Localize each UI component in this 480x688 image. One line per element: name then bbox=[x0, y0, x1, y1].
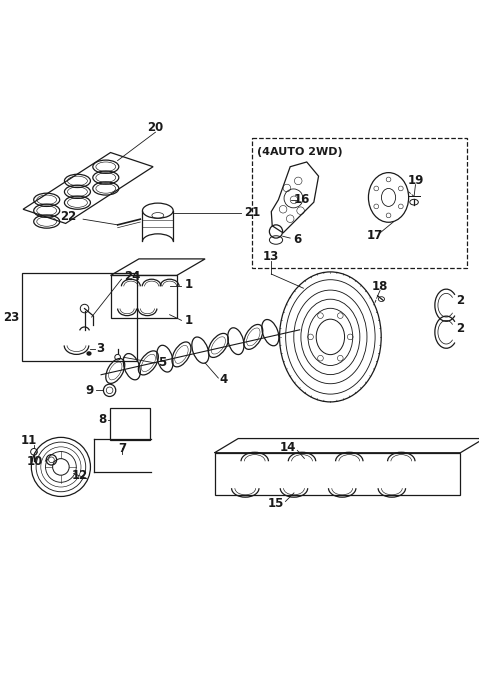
Text: 20: 20 bbox=[147, 121, 164, 134]
Text: 7: 7 bbox=[118, 442, 126, 455]
Text: (4AUTO 2WD): (4AUTO 2WD) bbox=[257, 147, 343, 157]
Text: 13: 13 bbox=[263, 250, 279, 263]
Text: 12: 12 bbox=[72, 469, 88, 482]
Text: 5: 5 bbox=[158, 356, 167, 369]
Text: 4: 4 bbox=[220, 373, 228, 386]
Text: 16: 16 bbox=[294, 193, 310, 206]
Text: 24: 24 bbox=[124, 270, 140, 283]
Text: 2: 2 bbox=[456, 294, 465, 307]
Text: 14: 14 bbox=[280, 440, 296, 453]
Text: 1: 1 bbox=[184, 314, 192, 327]
Text: 18: 18 bbox=[372, 280, 388, 293]
Bar bbox=[252, 138, 468, 268]
Text: 11: 11 bbox=[21, 434, 37, 447]
Text: 17: 17 bbox=[366, 229, 383, 241]
Text: 1: 1 bbox=[184, 279, 192, 292]
Text: 8: 8 bbox=[98, 413, 107, 426]
Text: 9: 9 bbox=[86, 384, 94, 397]
Text: 15: 15 bbox=[268, 497, 284, 510]
Text: 21: 21 bbox=[244, 206, 261, 219]
Text: 2: 2 bbox=[456, 323, 465, 335]
Text: 10: 10 bbox=[27, 455, 43, 468]
Text: 19: 19 bbox=[408, 174, 424, 187]
Text: 3: 3 bbox=[96, 342, 105, 355]
Text: 22: 22 bbox=[60, 210, 76, 223]
Bar bbox=[22, 273, 137, 361]
Bar bbox=[109, 408, 150, 440]
Text: 6: 6 bbox=[293, 233, 301, 246]
Text: 23: 23 bbox=[3, 310, 20, 323]
